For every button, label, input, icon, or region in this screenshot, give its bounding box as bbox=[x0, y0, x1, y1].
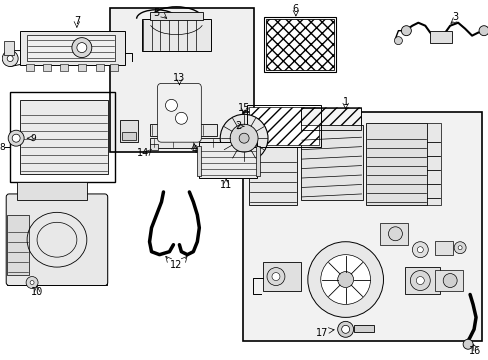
Circle shape bbox=[307, 242, 383, 318]
Circle shape bbox=[394, 37, 402, 45]
Bar bbox=[26, 63, 34, 72]
Circle shape bbox=[409, 271, 429, 291]
Circle shape bbox=[230, 124, 258, 152]
Text: 11: 11 bbox=[220, 180, 232, 190]
Circle shape bbox=[266, 267, 285, 285]
Circle shape bbox=[30, 280, 34, 284]
Circle shape bbox=[415, 276, 424, 284]
Bar bbox=[256, 146, 260, 176]
Bar bbox=[60, 63, 68, 72]
Circle shape bbox=[175, 112, 187, 124]
Text: 12: 12 bbox=[170, 260, 182, 270]
Bar bbox=[265, 19, 333, 71]
Bar bbox=[300, 108, 360, 130]
Bar bbox=[7, 215, 29, 275]
Text: 5: 5 bbox=[153, 8, 159, 18]
FancyBboxPatch shape bbox=[6, 194, 107, 285]
Bar bbox=[109, 8, 254, 152]
Text: 9: 9 bbox=[30, 134, 36, 143]
Circle shape bbox=[453, 242, 465, 254]
Text: 6: 6 bbox=[292, 4, 298, 14]
Circle shape bbox=[462, 339, 472, 349]
Circle shape bbox=[401, 26, 410, 36]
Bar bbox=[300, 107, 360, 125]
Bar bbox=[149, 12, 203, 20]
Text: 14: 14 bbox=[137, 148, 149, 158]
Bar bbox=[248, 107, 318, 145]
Circle shape bbox=[457, 246, 461, 250]
Text: 15: 15 bbox=[238, 103, 250, 113]
Text: 13: 13 bbox=[173, 73, 185, 84]
Bar bbox=[246, 105, 320, 147]
Circle shape bbox=[337, 321, 353, 337]
Bar bbox=[10, 93, 115, 182]
Bar bbox=[4, 41, 14, 55]
Bar bbox=[120, 120, 137, 142]
Circle shape bbox=[8, 130, 24, 146]
Text: 8: 8 bbox=[0, 143, 5, 152]
Circle shape bbox=[387, 227, 402, 241]
Bar bbox=[109, 63, 118, 72]
Text: 1: 1 bbox=[342, 97, 348, 107]
Bar bbox=[78, 63, 86, 72]
FancyBboxPatch shape bbox=[157, 84, 201, 142]
Circle shape bbox=[416, 247, 423, 253]
Circle shape bbox=[320, 255, 370, 305]
Bar bbox=[429, 31, 451, 42]
Text: 3: 3 bbox=[451, 12, 457, 22]
Text: 4: 4 bbox=[191, 145, 197, 155]
Circle shape bbox=[77, 42, 87, 53]
Bar bbox=[142, 19, 211, 51]
Bar bbox=[405, 267, 439, 294]
Circle shape bbox=[2, 51, 18, 67]
Bar bbox=[20, 100, 107, 174]
Bar bbox=[380, 223, 407, 245]
Bar bbox=[264, 17, 335, 72]
Circle shape bbox=[7, 55, 13, 62]
Bar bbox=[20, 31, 124, 64]
Bar bbox=[159, 85, 199, 140]
Circle shape bbox=[341, 325, 349, 333]
Bar bbox=[353, 325, 373, 332]
Circle shape bbox=[26, 276, 38, 288]
Circle shape bbox=[72, 38, 92, 58]
Bar bbox=[149, 138, 234, 148]
Bar bbox=[365, 123, 427, 205]
Bar bbox=[427, 123, 440, 205]
Circle shape bbox=[411, 242, 427, 258]
Bar bbox=[199, 142, 257, 178]
Circle shape bbox=[12, 134, 20, 142]
Circle shape bbox=[220, 114, 267, 162]
Text: 17: 17 bbox=[316, 328, 328, 338]
Bar bbox=[300, 125, 362, 200]
Circle shape bbox=[478, 26, 488, 36]
Circle shape bbox=[337, 271, 353, 288]
Circle shape bbox=[165, 99, 177, 111]
Bar bbox=[43, 63, 51, 72]
Bar bbox=[263, 262, 300, 292]
Circle shape bbox=[442, 274, 456, 288]
Bar bbox=[17, 182, 87, 200]
Bar bbox=[149, 144, 157, 150]
Text: 7: 7 bbox=[74, 16, 80, 26]
Text: 2: 2 bbox=[234, 121, 241, 131]
Bar bbox=[197, 146, 201, 176]
Bar bbox=[27, 35, 115, 60]
Bar bbox=[122, 132, 135, 140]
Bar bbox=[248, 147, 296, 205]
Bar bbox=[7, 195, 106, 284]
Circle shape bbox=[271, 273, 279, 280]
Text: 10: 10 bbox=[31, 288, 43, 297]
Bar bbox=[434, 241, 452, 255]
Bar bbox=[96, 63, 103, 72]
Circle shape bbox=[239, 133, 248, 143]
Bar bbox=[149, 124, 217, 136]
Text: 16: 16 bbox=[468, 346, 480, 356]
Bar bbox=[243, 112, 481, 341]
Bar bbox=[434, 270, 462, 292]
